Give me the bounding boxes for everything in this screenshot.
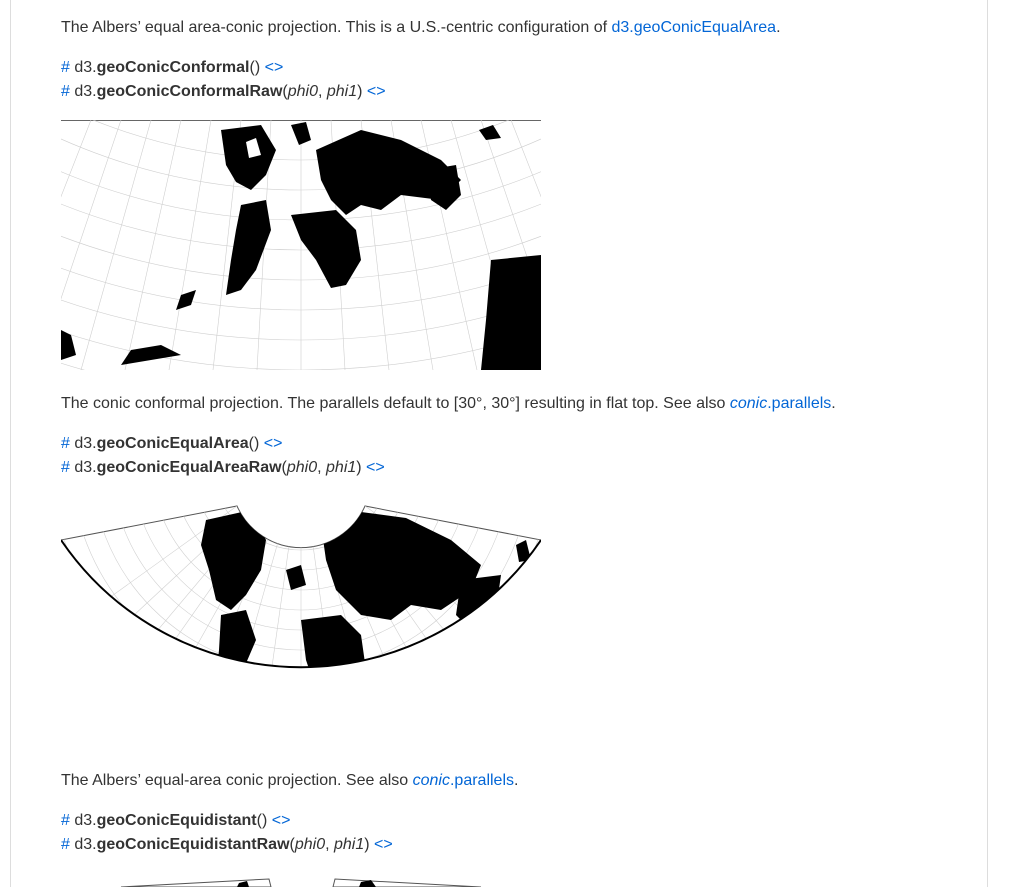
paren-close: ) (357, 83, 363, 100)
function-name: geoConicEqualArea (96, 435, 249, 452)
paren-open: ( (282, 83, 288, 100)
source-link[interactable]: <> (374, 836, 393, 853)
function-args: () (256, 812, 268, 829)
link-parallels-part: .parallels (449, 772, 514, 789)
signature-geoConicConformal: # d3.geoConicConformal() <> (61, 58, 283, 78)
conic-equal-area-description-text: The Albers’ equal-area conic projection.… (61, 772, 413, 789)
function-name: geoConicEquidistantRaw (96, 836, 290, 853)
arg-separator: , (317, 459, 327, 476)
arg-phi1: phi1 (326, 83, 358, 100)
link-conic-part: conic (729, 395, 768, 412)
anchor-hash-link[interactable]: # (61, 812, 70, 829)
source-link[interactable]: <> (366, 459, 385, 476)
function-args: () (249, 59, 261, 76)
namespace-prefix: d3. (74, 812, 97, 829)
function-args: () (248, 435, 260, 452)
function-name: geoConicConformalRaw (96, 83, 283, 100)
conic-conformal-description-text: The conic conformal projection. The para… (61, 395, 730, 412)
source-link[interactable]: <> (366, 83, 386, 100)
conic-conformal-map-image (61, 120, 541, 370)
period: . (514, 772, 519, 789)
link-conic-parallels[interactable]: conic.parallels (730, 395, 831, 412)
namespace-prefix: d3. (74, 59, 97, 76)
paren-close: ) (364, 836, 370, 853)
anchor-hash-link[interactable]: # (61, 59, 70, 76)
anchor-hash-link[interactable]: # (61, 83, 70, 100)
paren-open: ( (281, 459, 287, 476)
conic-equal-area-map-image (61, 500, 541, 745)
arg-separator: , (317, 83, 327, 100)
arg-phi0: phi0 (287, 83, 318, 100)
conic-equidistant-map-image (61, 877, 541, 887)
function-name: geoConicConformal (96, 59, 250, 76)
anchor-hash-link[interactable]: # (61, 459, 70, 476)
link-geoConicEqualArea[interactable]: d3.geoConicEqualArea (611, 19, 777, 36)
anchor-hash-link[interactable]: # (61, 435, 70, 452)
arg-phi0: phi0 (286, 459, 318, 476)
conic-conformal-description: The conic conformal projection. The para… (61, 394, 836, 414)
link-conic-part: conic (412, 772, 450, 789)
albers-description: The Albers’ equal area-conic projection.… (61, 18, 781, 38)
source-link[interactable]: <> (271, 812, 291, 829)
namespace-prefix: d3. (74, 459, 97, 476)
signature-geoConicEquidistantRaw: # d3.geoConicEquidistantRaw(phi0, phi1) … (61, 835, 393, 855)
function-name: geoConicEquidistant (96, 812, 257, 829)
function-name: geoConicEqualAreaRaw (96, 459, 282, 476)
source-link[interactable]: <> (263, 435, 283, 452)
period: . (831, 395, 836, 412)
documentation-page: The Albers’ equal area-conic projection.… (10, 0, 988, 887)
period: . (776, 19, 781, 36)
paren-close: ) (356, 459, 362, 476)
link-parallels-part: .parallels (767, 395, 832, 412)
arg-phi0: phi0 (294, 836, 326, 853)
arg-phi1: phi1 (326, 459, 357, 476)
paren-open: ( (289, 836, 295, 853)
link-conic-parallels[interactable]: conic.parallels (413, 772, 514, 789)
anchor-hash-link[interactable]: # (61, 836, 70, 853)
signature-geoConicEqualAreaRaw: # d3.geoConicEqualAreaRaw(phi0, phi1) <> (61, 458, 385, 478)
arg-phi1: phi1 (333, 836, 365, 853)
source-link[interactable]: <> (264, 59, 284, 76)
arg-separator: , (325, 836, 334, 853)
albers-description-text: The Albers’ equal area-conic projection.… (61, 19, 612, 36)
conic-equal-area-description: The Albers’ equal-area conic projection.… (61, 771, 518, 791)
namespace-prefix: d3. (74, 836, 97, 853)
signature-geoConicEqualArea: # d3.geoConicEqualArea() <> (61, 434, 282, 454)
signature-geoConicEquidistant: # d3.geoConicEquidistant() <> (61, 811, 290, 831)
namespace-prefix: d3. (74, 83, 97, 100)
namespace-prefix: d3. (74, 435, 97, 452)
signature-geoConicConformalRaw: # d3.geoConicConformalRaw(phi0, phi1) <> (61, 82, 386, 102)
